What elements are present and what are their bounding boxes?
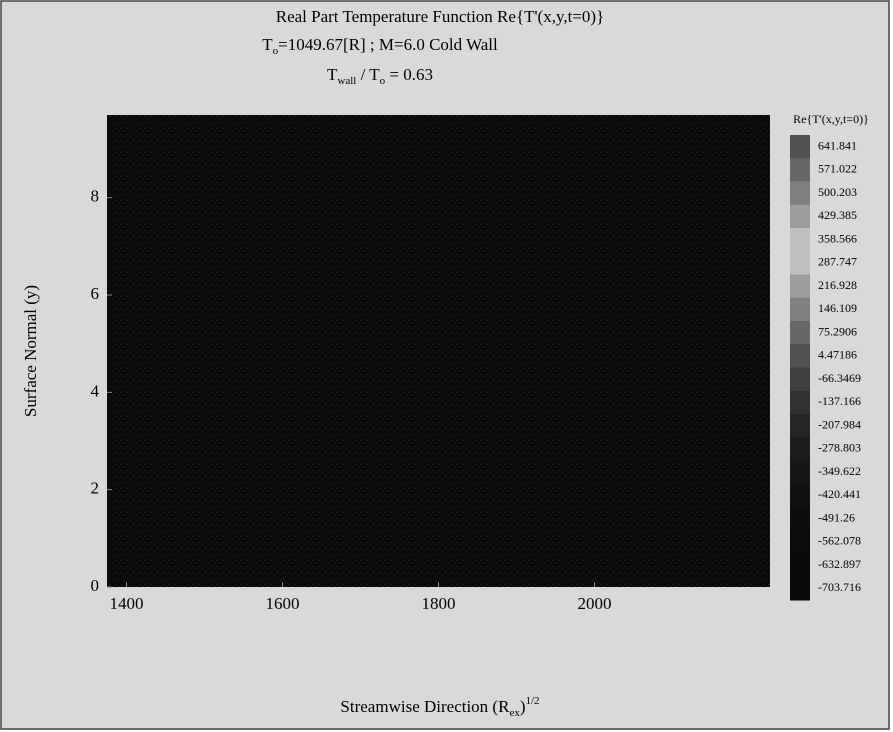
y-tick-label: 4 xyxy=(91,381,100,400)
colorbar-label: -632.897 xyxy=(818,557,861,571)
colorbar-swatch xyxy=(790,344,810,368)
colorbar-swatch xyxy=(790,460,810,485)
text-run: o xyxy=(380,75,386,87)
colorbar-swatch xyxy=(790,483,810,508)
colorbar-label: -491.26 xyxy=(818,510,855,524)
y-axis-label: Surface Normal (y) xyxy=(21,285,40,417)
y-tick-label: 0 xyxy=(91,576,100,595)
colorbar-swatch xyxy=(790,321,810,345)
x-tick-label: 1800 xyxy=(422,594,456,613)
colorbar-label: -562.078 xyxy=(818,534,861,548)
x-tick-label: 1600 xyxy=(266,594,300,613)
colorbar-swatch xyxy=(790,251,810,275)
text-run: =1049.67[R] ; M=6.0 Cold Wall xyxy=(278,35,498,54)
colorbar-label: 500.203 xyxy=(818,185,857,199)
x-tick-label: 2000 xyxy=(578,594,612,613)
colorbar-swatch xyxy=(790,297,810,322)
colorbar-swatch xyxy=(790,367,810,392)
colorbar-swatch xyxy=(790,553,810,578)
colorbar-swatch xyxy=(790,181,810,206)
colorbar-label: 287.747 xyxy=(818,255,857,269)
y-tick-label: 2 xyxy=(91,479,100,498)
x-tick-label: 1400 xyxy=(110,594,144,613)
colorbar-label: -420.441 xyxy=(818,487,861,501)
text-run: o xyxy=(273,45,279,57)
colorbar-label: -278.803 xyxy=(818,441,861,455)
text-run: = 0.63 xyxy=(385,65,433,84)
text-run: T xyxy=(262,35,273,54)
text-run: ex xyxy=(509,707,520,719)
colorbar-label: -207.984 xyxy=(818,417,861,431)
text-run: 1/2 xyxy=(526,695,540,707)
colorbar-swatch xyxy=(790,507,810,531)
colorbar-label: 641.841 xyxy=(818,138,857,152)
colorbar-swatch xyxy=(790,576,810,601)
colorbar-label: 146.109 xyxy=(818,301,857,315)
y-tick-label: 6 xyxy=(91,284,100,303)
colorbar-swatch xyxy=(790,204,810,229)
colorbar-label: 571.022 xyxy=(818,162,857,176)
text-run: Streamwise Direction (R xyxy=(340,697,510,716)
colorbar-label: 75.2906 xyxy=(818,324,857,338)
colorbar-label: -349.622 xyxy=(818,464,861,478)
colorbar-swatch xyxy=(790,274,810,299)
text-run: ) xyxy=(520,697,526,716)
colorbar-label: -137.166 xyxy=(818,394,861,408)
colorbar-label: -703.716 xyxy=(818,580,861,594)
colorbar-swatch xyxy=(790,135,810,159)
colorbar-label: 4.47186 xyxy=(818,348,857,362)
colorbar-swatch xyxy=(790,437,810,461)
text-run: / T xyxy=(356,65,380,84)
colorbar-swatch xyxy=(790,414,810,438)
colorbar-swatch xyxy=(790,390,810,415)
plot-area xyxy=(107,115,770,587)
colorbar-label: 358.566 xyxy=(818,231,857,245)
chart-title: Real Part Temperature Function Re{T'(x,y… xyxy=(276,7,605,26)
chart-subtitle: Twall / To = 0.63 xyxy=(327,65,433,87)
colorbar-swatch xyxy=(790,158,810,182)
text-run: wall xyxy=(337,75,356,87)
colorbar-label: -66.3469 xyxy=(818,371,861,385)
x-axis-label: Streamwise Direction (Rex)1/2 xyxy=(340,695,539,719)
colorbar-swatch xyxy=(790,228,810,252)
y-tick-label: 8 xyxy=(91,187,100,206)
chart-subtitle: To=1049.67[R] ; M=6.0 Cold Wall xyxy=(262,35,498,57)
colorbar-title: Re{T'(x,y,t=0)} xyxy=(793,112,869,126)
colorbar-label: 429.385 xyxy=(818,208,857,222)
text-run: T xyxy=(327,65,338,84)
colorbar-label: 216.928 xyxy=(818,278,857,292)
colorbar-swatch xyxy=(790,530,810,554)
